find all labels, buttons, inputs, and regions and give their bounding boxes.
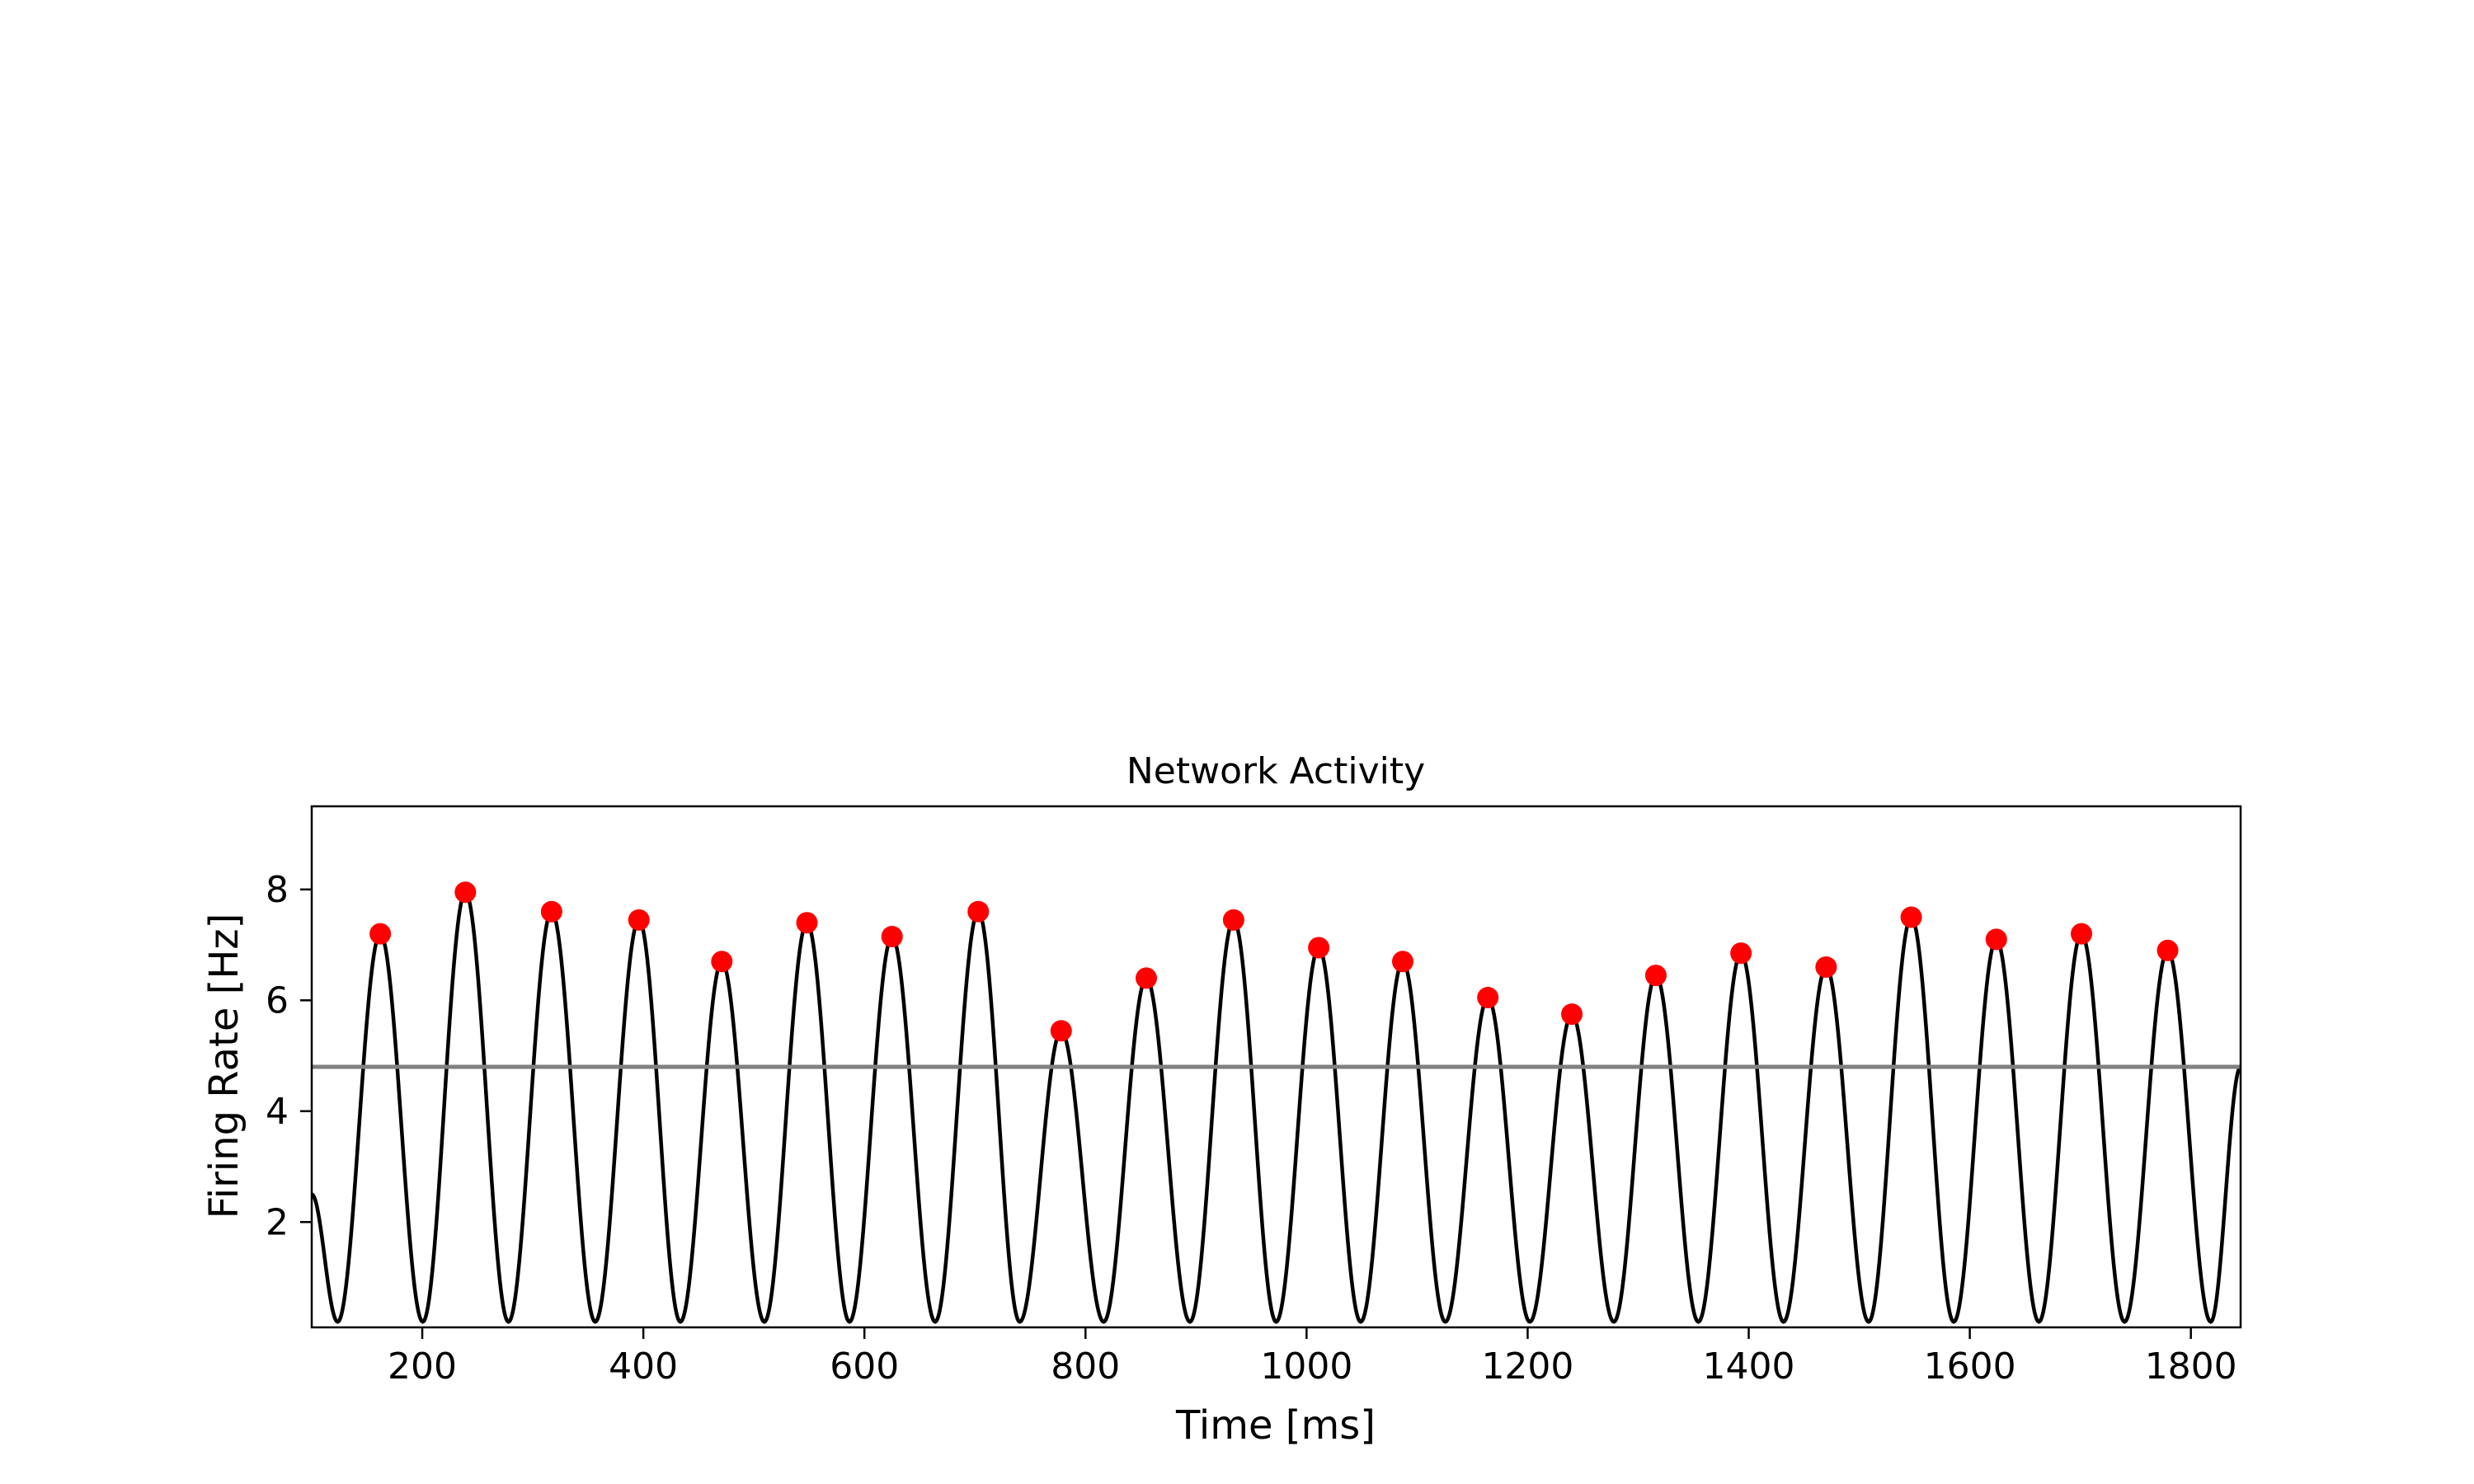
peak-marker (1050, 1020, 1072, 1042)
peak-marker (628, 909, 650, 931)
x-tick-label: 200 (388, 1345, 457, 1388)
axes-frame (310, 805, 2242, 1329)
peak-marker (1900, 906, 1922, 928)
peak-marker (2157, 939, 2179, 961)
peak-marker (1477, 986, 1499, 1008)
y-tick-label: 2 (266, 1201, 289, 1243)
peak-marker (540, 900, 562, 923)
peak-marker (1391, 951, 1413, 973)
peak-marker (881, 926, 903, 947)
plot-area (312, 881, 2241, 1324)
peak-marker (369, 923, 392, 945)
x-tick-label: 800 (1051, 1345, 1120, 1388)
peak-marker (1222, 909, 1244, 931)
x-tick-label: 1400 (1703, 1345, 1795, 1388)
y-tick-label: 4 (266, 1091, 289, 1133)
peak-marker (1644, 965, 1667, 987)
peak-marker (1815, 956, 1837, 978)
x-tick-label: 400 (609, 1345, 678, 1388)
peak-marker (1985, 928, 2007, 951)
x-tick-label: 1600 (1924, 1345, 2016, 1388)
peak-marker (1136, 967, 1158, 989)
y-tick-label: 6 (266, 979, 289, 1021)
y-axis-label: Firing Rate [Hz] (201, 913, 247, 1219)
axes: 200 400 600 800 1000 1200 1400 1600 1800 2 4 6 8 (266, 805, 2242, 1388)
peak-marker (454, 881, 477, 904)
x-tick-label: 600 (830, 1345, 899, 1388)
chart-title: Network Activity (1126, 750, 1425, 792)
peak-marker (796, 912, 818, 934)
x-tick-label: 1800 (2145, 1345, 2237, 1388)
peak-marker (2070, 923, 2092, 945)
peak-marker (1730, 942, 1752, 965)
peak-marker (967, 900, 990, 923)
x-axis-label: Time [ms] (1175, 1402, 1376, 1449)
x-tick-label: 1200 (1481, 1345, 1573, 1388)
peak-marker (1308, 937, 1330, 959)
peak-marker (1561, 1003, 1583, 1026)
x-tick-label: 1000 (1260, 1345, 1352, 1388)
peak-marker (711, 951, 733, 973)
firing-rate-line (312, 890, 2241, 1324)
y-tick-label: 8 (266, 869, 289, 911)
